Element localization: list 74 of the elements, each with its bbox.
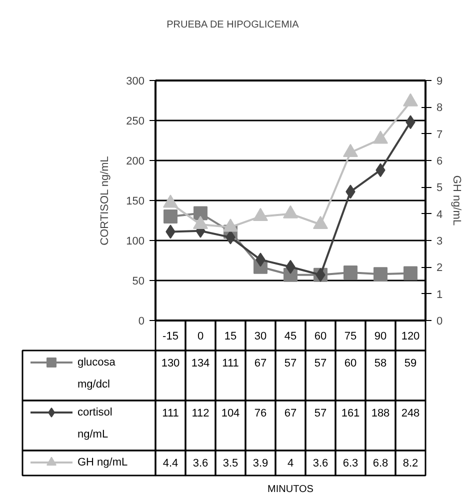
data-label: 112: [192, 408, 210, 420]
x-tick-label: 60: [314, 330, 327, 342]
x-tick-label: -15: [162, 330, 178, 342]
x-tick-label: 30: [254, 330, 267, 342]
data-label: 4: [287, 458, 294, 470]
point: [194, 206, 208, 220]
data-label: 6.8: [372, 458, 388, 470]
legend-label: cortisol ng/mL: [78, 406, 112, 440]
point: [223, 218, 238, 232]
data-label: 104: [221, 408, 240, 420]
data-label: 59: [404, 358, 417, 370]
data-label: 60: [344, 358, 357, 370]
point: [313, 216, 328, 230]
x-tick-label: 0: [197, 330, 204, 342]
y-tick-label: 300: [126, 76, 145, 88]
data-label: 57: [284, 358, 297, 370]
point: [373, 130, 388, 144]
point: [164, 210, 178, 224]
x-tick-label: 90: [374, 330, 387, 342]
y2-axis-title: GH ng/mL: [450, 175, 463, 226]
data-label: 111: [162, 408, 179, 420]
y-tick-label: 200: [126, 156, 145, 168]
point: [374, 267, 388, 282]
data-label: 134: [191, 358, 210, 370]
x-tick-label: 45: [284, 330, 297, 342]
y2-tick-label: 7: [436, 128, 443, 141]
point: [343, 144, 358, 158]
data-label: 130: [161, 358, 180, 370]
y2-tick-label: 3: [436, 236, 443, 248]
x-tick-label: 75: [344, 330, 357, 342]
data-label: 3.5: [222, 458, 238, 470]
chart-title: PRUEBA DE HIPOGLICEMIA: [166, 20, 300, 30]
y2-tick-label: 0: [436, 316, 443, 328]
data-label: 8.2: [402, 458, 418, 470]
point: [283, 205, 298, 218]
data-label: 57: [314, 358, 327, 370]
y2-tick-label: 4: [436, 208, 443, 221]
y-tick-label: 250: [126, 116, 145, 128]
data-label: 4.4: [162, 458, 178, 470]
text: MINUTOS: [268, 484, 314, 495]
point: [344, 266, 358, 280]
y-tick-label: 0: [138, 316, 145, 328]
point: [253, 208, 268, 222]
y-axis-title: CORTISOL ng/mL: [99, 156, 112, 246]
y2-tick-label: 2: [436, 262, 443, 274]
data-label: 3.9: [252, 458, 268, 470]
legend-label: glucosa mg/dcl: [78, 356, 116, 390]
point: [404, 266, 418, 280]
data-label: 57: [314, 408, 327, 420]
y2-tick-label: 5: [436, 182, 443, 194]
y-tick-label: 100: [126, 236, 145, 248]
x-tick-label: 120: [401, 330, 420, 342]
data-label: 3.6: [192, 458, 208, 470]
data-label: 6.3: [342, 458, 358, 470]
data-label: 161: [341, 408, 360, 420]
y2-tick-label: 9: [436, 76, 443, 88]
data-label: 67: [254, 358, 267, 370]
data-label: 111: [222, 358, 239, 370]
point: [193, 216, 208, 230]
point: [403, 93, 418, 106]
point: [163, 194, 178, 208]
y2-tick-label: 8: [436, 102, 443, 114]
y-tick-label: 150: [126, 196, 145, 208]
y-tick-label: 50: [132, 276, 145, 288]
data-label: 58: [374, 358, 387, 370]
data-label: 3.6: [312, 458, 328, 470]
y2-tick-label: 1: [436, 288, 443, 301]
x-tick-label: 15: [224, 330, 237, 342]
data-label: 188: [371, 408, 390, 420]
y2-tick-label: 6: [436, 156, 443, 168]
data-label: 248: [401, 408, 420, 420]
data-label: 76: [254, 408, 267, 420]
legend-label: GH ng/mL: [78, 456, 128, 468]
data-label: 67: [284, 408, 297, 420]
